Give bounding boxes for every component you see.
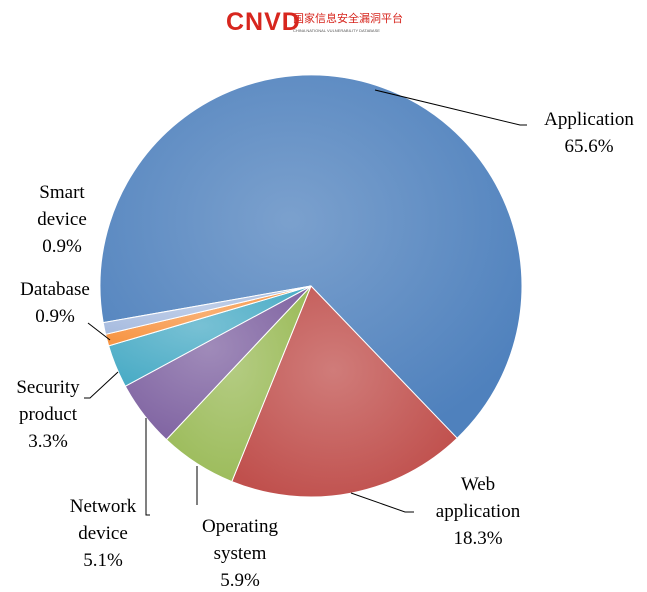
slice-value: 3.3% [28,431,68,452]
leader-line [145,418,150,516]
slice-label: Operating system 5.9% [185,513,295,592]
pie-slice [231,285,458,498]
slice-label: Application 65.6% [514,106,647,160]
slice-value: 65.6% [564,136,614,157]
leader-line [84,371,119,399]
leader-line [87,322,111,341]
slice-name: Application [544,109,634,130]
slice-name: Database [20,279,90,300]
pie-slice [99,74,523,439]
slice-label: Network device 5.1% [53,493,153,574]
slice-label: Smart device 0.9% [23,179,101,260]
slice-name: Security product [16,377,80,425]
slice-value: 18.3% [453,528,503,549]
pie-slice [102,285,312,335]
slice-value: 0.9% [35,306,75,327]
leader-line [350,492,414,513]
logo-subname: CHINA NATIONAL VULNERABILITY DATABASE [293,28,380,33]
slice-label: Security product 3.3% [1,374,96,455]
slice-value: 0.9% [42,236,82,257]
slice-name: Web application [435,474,521,522]
slice-label: Web application 18.3% [418,471,538,552]
slice-name: Smart device [37,182,87,230]
logo: CNVD [226,8,301,36]
leader-line [374,89,527,126]
slice-value: 5.1% [83,550,123,571]
slice-name: Network device [69,496,137,544]
slice-value: 5.9% [220,570,260,591]
slice-label: Database 0.9% [0,276,110,330]
logo-name: 国家信息安全漏洞平台 [293,12,403,25]
slice-name: Operating system [202,516,278,564]
